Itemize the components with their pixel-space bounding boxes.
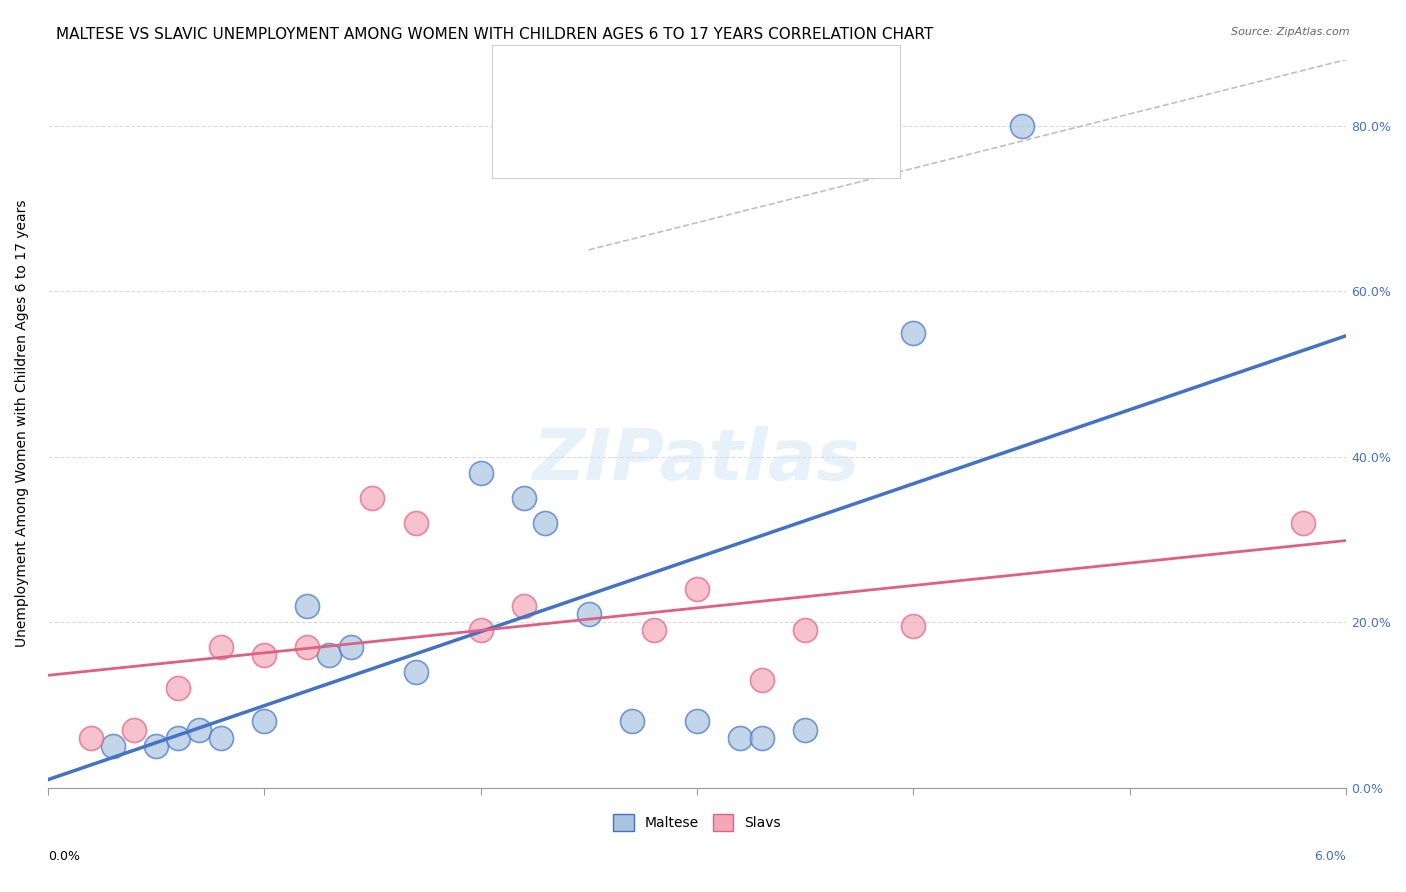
Point (903, 326, 925, 340)
Point (728, 731, 751, 745)
Point (80, 731, 103, 745)
Point (470, 467, 492, 481)
Point (470, 624, 492, 638)
Point (1011, 119, 1033, 133)
Point (253, 714, 276, 729)
Point (297, 640, 319, 654)
Point (188, 723, 211, 737)
Text: ZIPatlas: ZIPatlas (533, 425, 860, 494)
Point (361, 491, 384, 505)
Text: 6.0%: 6.0% (1315, 850, 1346, 863)
Point (253, 648, 276, 663)
Point (124, 723, 146, 737)
Point (751, 673, 773, 687)
Point (794, 624, 817, 638)
Point (643, 624, 665, 638)
Point (1292, 516, 1315, 530)
Point (101, 739, 124, 754)
Point (166, 731, 188, 745)
Point (578, 607, 600, 621)
Point (903, 619, 925, 633)
Text: Source: ZipAtlas.com: Source: ZipAtlas.com (1232, 27, 1350, 37)
Point (534, 516, 557, 530)
Point (405, 516, 427, 530)
Point (686, 714, 709, 729)
Point (339, 640, 361, 654)
Point (405, 665, 427, 679)
Point (751, 731, 773, 745)
Point (297, 599, 319, 613)
Point (318, 648, 340, 663)
Y-axis label: Unemployment Among Women with Children Ages 6 to 17 years: Unemployment Among Women with Children A… (15, 200, 30, 648)
Point (166, 681, 188, 696)
Point (686, 582, 709, 596)
Point (621, 714, 644, 729)
Point (513, 491, 536, 505)
Point (209, 731, 232, 745)
Point (513, 599, 536, 613)
Point (209, 640, 232, 654)
Point (794, 723, 817, 737)
Text: 0.0%: 0.0% (48, 850, 80, 863)
Point (145, 739, 167, 754)
Text: MALTESE VS SLAVIC UNEMPLOYMENT AMONG WOMEN WITH CHILDREN AGES 6 TO 17 YEARS CORR: MALTESE VS SLAVIC UNEMPLOYMENT AMONG WOM… (56, 27, 934, 42)
Legend: Maltese, Slavs: Maltese, Slavs (605, 805, 790, 838)
